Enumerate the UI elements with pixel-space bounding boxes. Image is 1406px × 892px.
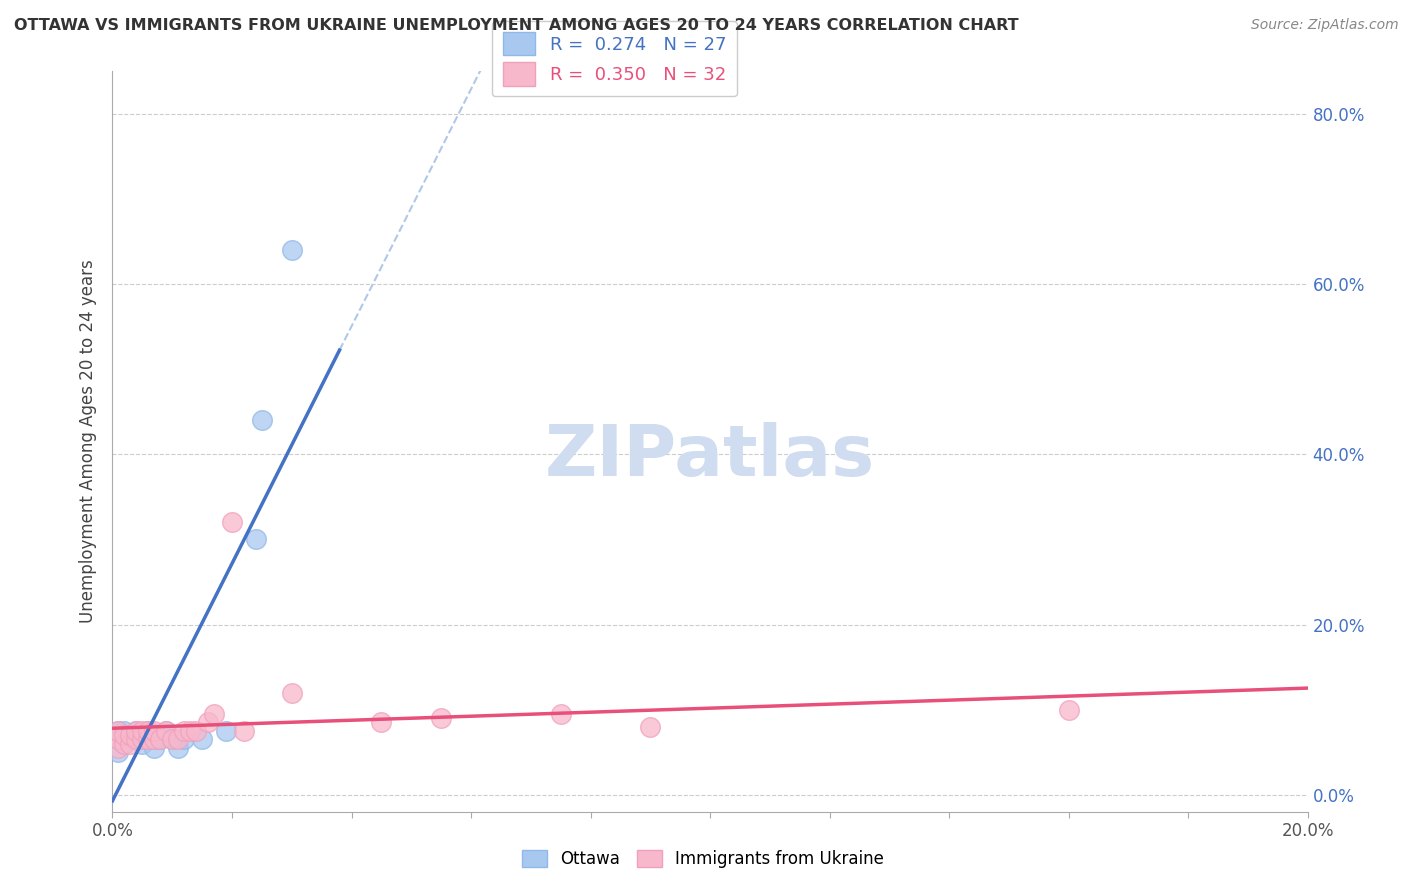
Point [107,740,129,755]
Point [155,723,177,738]
Point [114,737,135,751]
Point [131,728,153,742]
Point [155,723,177,738]
Text: ZIPatlas: ZIPatlas [546,422,875,491]
Point [167,740,190,755]
Point [114,737,135,751]
Point [215,723,238,738]
Text: Source: ZipAtlas.com: Source: ZipAtlas.com [1251,18,1399,32]
Point [281,685,304,699]
Point [107,723,129,738]
Point [250,413,273,427]
Point [131,737,153,751]
Point [120,737,142,751]
Point [107,732,129,747]
Point [197,715,219,730]
Point [162,732,183,747]
Point [430,711,453,725]
Point [149,732,172,747]
Point [125,723,148,738]
Point [173,723,195,738]
Point [221,516,243,530]
Point [125,732,148,747]
Point [114,728,135,742]
Point [107,723,129,738]
Point [138,723,160,738]
Point [138,732,160,747]
Point [179,723,201,738]
Point [281,243,304,257]
Point [370,715,392,730]
Legend: R =  0.274   N = 27, R =  0.350   N = 32: R = 0.274 N = 27, R = 0.350 N = 32 [492,21,737,96]
Y-axis label: Unemployment Among Ages 20 to 24 years: Unemployment Among Ages 20 to 24 years [79,260,97,624]
Point [107,745,129,759]
Point [138,732,160,747]
Point [125,732,148,747]
Point [138,723,160,738]
Point [143,732,166,747]
Point [131,732,153,747]
Point [120,732,142,747]
Point [191,732,214,747]
Point [550,706,572,721]
Point [143,732,166,747]
Point [162,732,183,747]
Point [245,533,267,547]
Point [114,728,135,742]
Point [143,723,166,738]
Point [120,728,142,742]
Point [143,740,166,755]
Point [107,732,129,747]
Point [202,706,225,721]
Point [173,732,195,747]
Point [131,732,153,747]
Point [640,720,662,734]
Point [125,723,148,738]
Point [120,728,142,742]
Point [233,723,256,738]
Point [167,732,190,747]
Point [149,732,172,747]
Point [131,723,153,738]
Point [114,723,135,738]
Point [186,723,208,738]
Legend: Ottawa, Immigrants from Ukraine: Ottawa, Immigrants from Ukraine [515,843,891,875]
Text: OTTAWA VS IMMIGRANTS FROM UKRAINE UNEMPLOYMENT AMONG AGES 20 TO 24 YEARS CORRELA: OTTAWA VS IMMIGRANTS FROM UKRAINE UNEMPL… [14,18,1019,33]
Point [1057,703,1080,717]
